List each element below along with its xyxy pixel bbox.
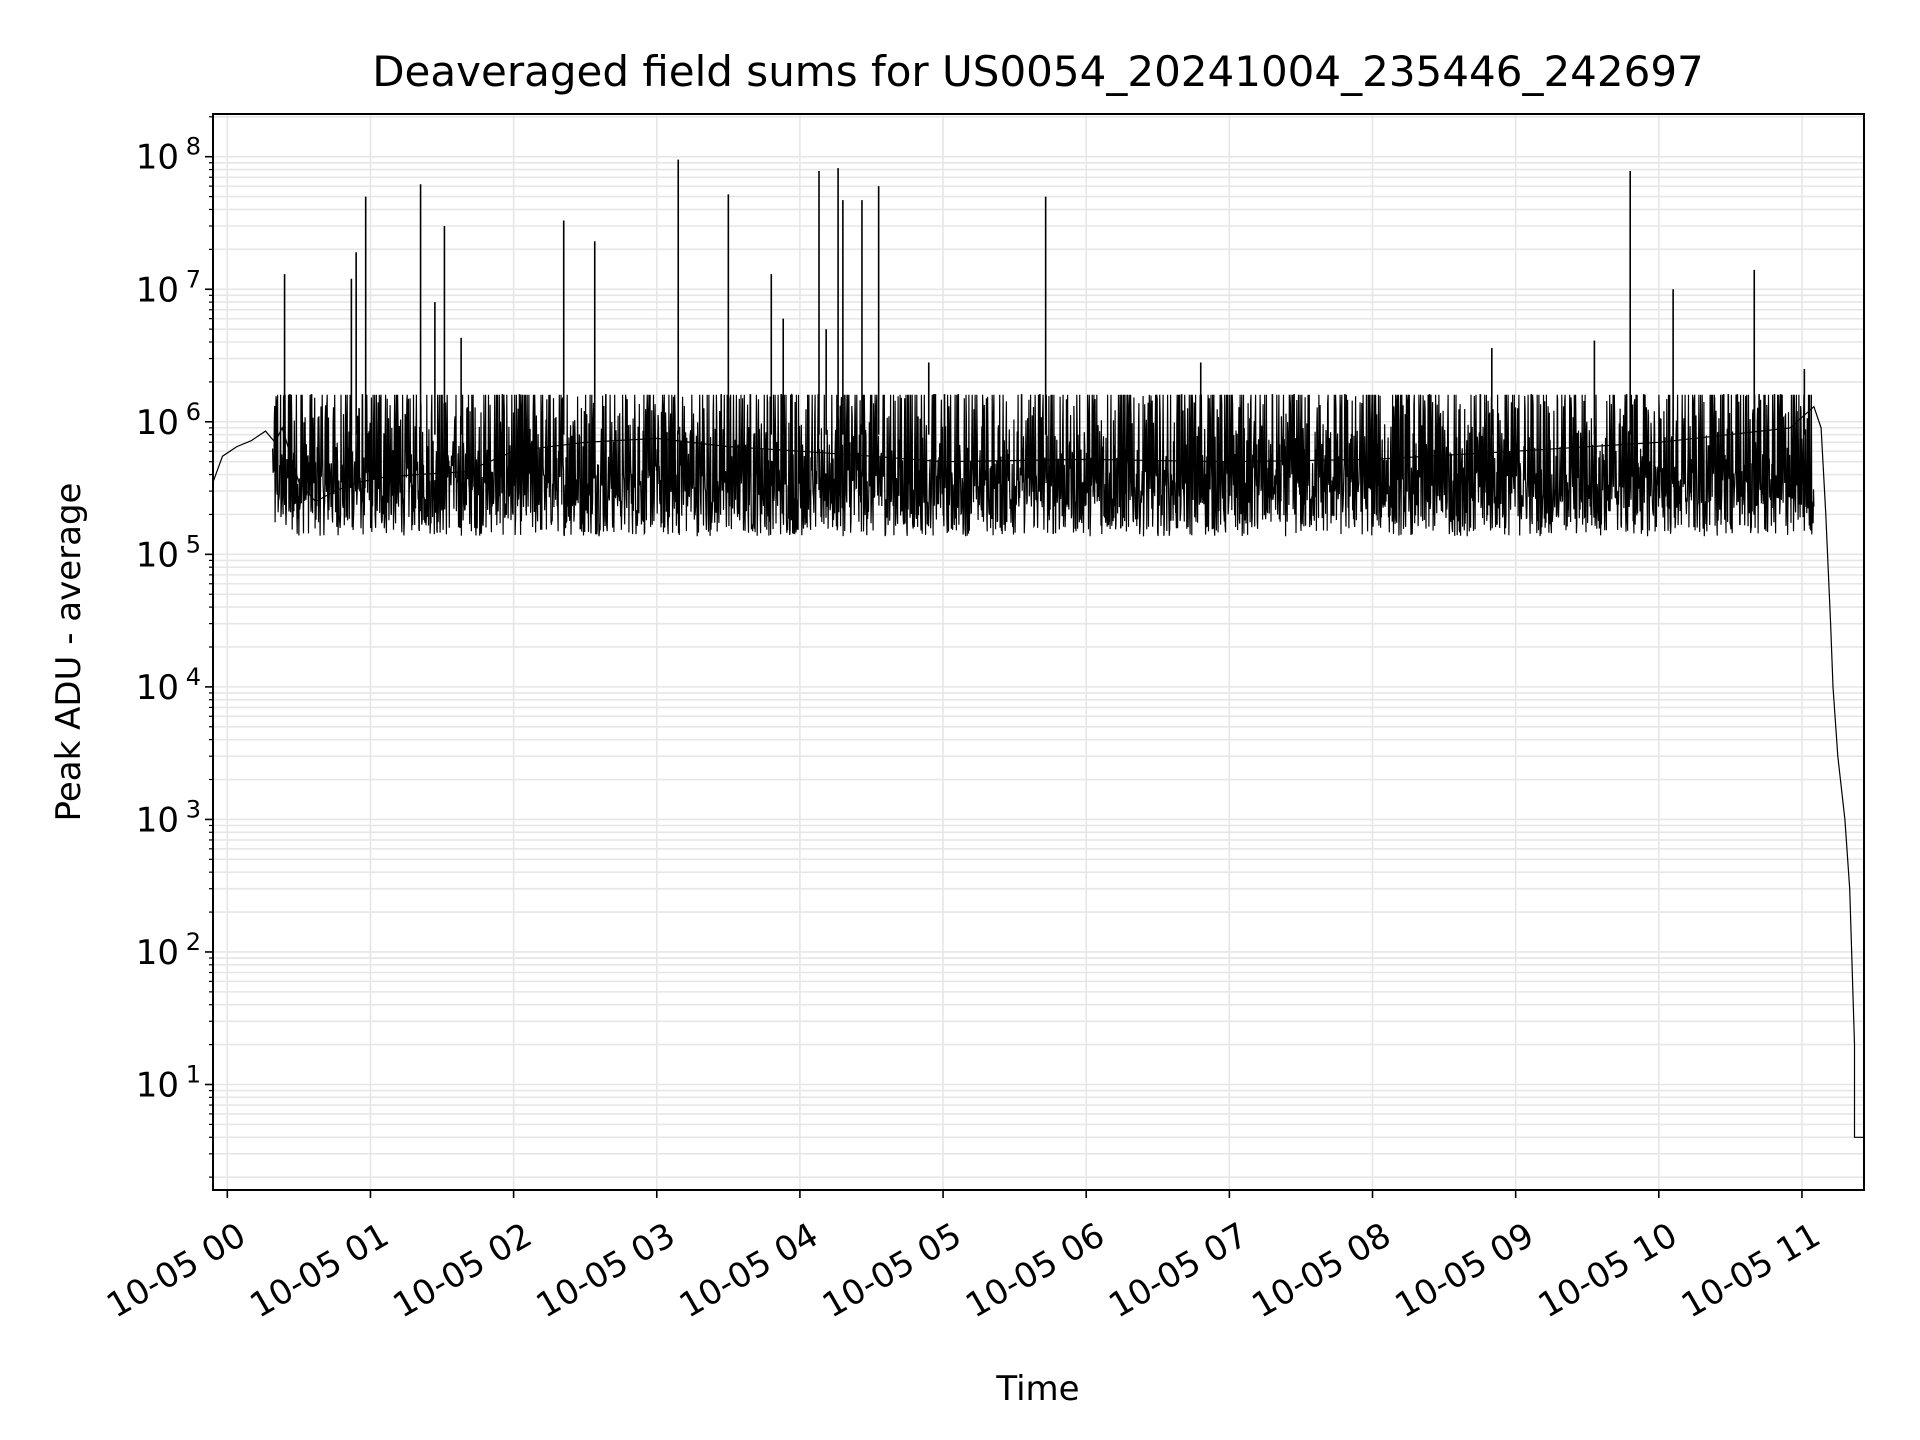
plot-area-frame [212,113,1865,1191]
y-tick-label: 10 1 [136,1061,201,1106]
grid-lines [213,114,1864,1190]
y-tick-label: 10 2 [136,928,201,973]
x-tick-label: 10-05 04 [673,1215,825,1326]
y-tick-label: 10 7 [136,265,201,310]
y-axis-label: Peak ADU - average [49,483,89,822]
x-tick-label: 10-05 02 [386,1215,538,1326]
y-tick-label: 10 3 [136,795,201,840]
y-tick-label: 10 5 [136,530,201,575]
series-line [212,405,1864,1138]
x-tick-label: 10-05 01 [243,1215,395,1326]
x-tick-label: 10-05 09 [1389,1215,1541,1326]
chart-title: Deaveraged field sums for US0054_2024100… [372,47,1704,96]
x-tick-label: 10-05 00 [100,1215,252,1326]
y-tick-label: 10 6 [136,398,201,443]
x-tick-label: 10-05 11 [1675,1215,1827,1326]
y-tick-label: 10 8 [136,133,201,178]
x-tick-label: 10-05 08 [1245,1215,1397,1326]
x-tick-label: 10-05 05 [816,1215,968,1326]
y-tick-label: 10 4 [136,663,201,708]
x-tick-label: 10-05 06 [959,1215,1111,1326]
series-noise-band [272,393,1815,537]
x-tick-label: 10-05 03 [530,1215,682,1326]
x-tick-label: 10-05 10 [1532,1215,1684,1326]
x-axis-label: Time [995,1369,1079,1409]
x-tick-label: 10-05 07 [1102,1215,1254,1326]
series-layer [212,159,1864,1138]
